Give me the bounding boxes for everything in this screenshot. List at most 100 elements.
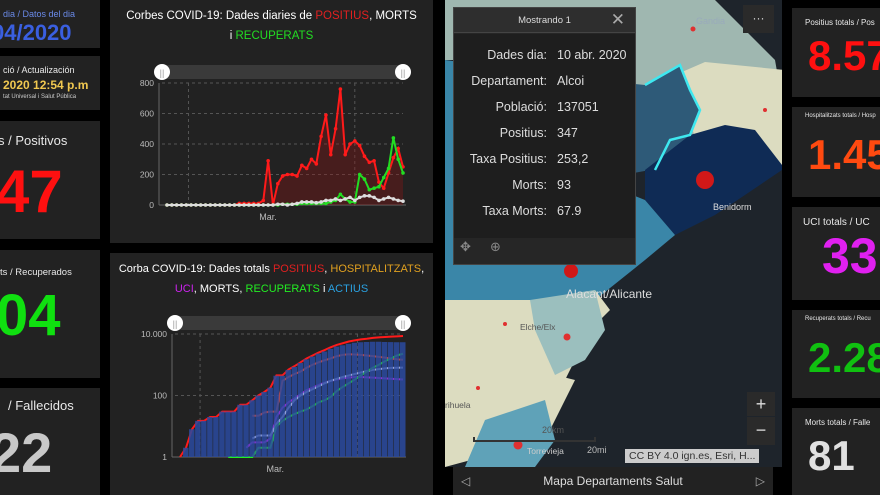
place-label: rihuela xyxy=(445,400,471,410)
data-point-morts xyxy=(179,203,184,207)
data-point-recuperats xyxy=(367,187,372,192)
data-point-positius xyxy=(275,181,280,186)
place-label: Elche/Elx xyxy=(520,322,556,332)
data-point-morts xyxy=(300,200,304,204)
bar-actius xyxy=(309,356,316,457)
card-label: Positius totals / Pos xyxy=(805,18,875,27)
range-slider-handle xyxy=(395,64,411,80)
popup-title: Mostrando 1 xyxy=(454,8,635,33)
data-point-positius xyxy=(381,186,386,191)
data-point-morts xyxy=(218,203,222,207)
bar-actius xyxy=(303,359,310,457)
data-point-morts xyxy=(377,198,381,203)
range-slider-handle xyxy=(395,315,411,331)
bar-actius xyxy=(201,420,207,457)
data-point-morts xyxy=(295,201,299,206)
card-label: Recuperats totals / Recu xyxy=(805,316,871,322)
data-point-morts xyxy=(242,203,246,207)
data-point-morts xyxy=(165,203,169,207)
data-point-morts xyxy=(256,203,261,207)
data-point-positius xyxy=(266,158,270,163)
card-value: 22 xyxy=(0,421,53,484)
data-point-morts xyxy=(401,199,405,203)
data-point-positius xyxy=(261,198,266,203)
field-value: 347 xyxy=(557,126,578,140)
bar-actius xyxy=(225,411,231,457)
data-point-morts xyxy=(372,195,376,200)
data-point-morts xyxy=(319,200,323,204)
pan-icon[interactable]: ✥ xyxy=(460,239,471,254)
bar-actius xyxy=(279,375,285,457)
bar-actius xyxy=(321,351,328,457)
range-slider-track xyxy=(162,65,408,79)
bar-actius xyxy=(189,429,195,457)
bar-actius xyxy=(231,411,237,457)
bar-actius xyxy=(357,342,364,457)
data-point-morts xyxy=(324,198,328,203)
bar-actius xyxy=(345,343,352,457)
data-point-positius xyxy=(357,143,362,148)
field-value: 93 xyxy=(557,178,571,192)
card-morts: Morts totals / Falle 81 xyxy=(792,408,880,495)
data-point-morts xyxy=(237,203,242,207)
data-point-morts xyxy=(343,197,348,201)
attribution[interactable]: CC BY 4.0 ign.es, Esri, H... xyxy=(625,449,760,463)
y-tick-label: 800 xyxy=(140,78,154,88)
card-label: ció / Actualización xyxy=(3,65,75,75)
card-positius: Positius totals / Pos 8.57 xyxy=(792,8,880,97)
data-point-morts xyxy=(271,203,275,207)
daily-chart: || || 800 600 400 200 0 Mar. xyxy=(140,64,411,222)
data-point-positius xyxy=(372,158,376,163)
data-point-recuperats xyxy=(372,186,376,191)
close-icon[interactable]: ✕ xyxy=(610,10,625,29)
prev-arrow-icon[interactable]: ◁ xyxy=(461,474,471,488)
data-point-positius xyxy=(396,146,400,151)
card-value: 1.45 xyxy=(808,131,880,178)
data-point-positius xyxy=(285,172,290,177)
bar-actius xyxy=(297,362,304,457)
bar-actius xyxy=(393,342,400,457)
data-point-morts xyxy=(203,203,208,207)
bar-actius xyxy=(255,395,261,457)
card-recuperados: ts / Recuperados 04 xyxy=(0,250,100,378)
range-slider-handle xyxy=(154,64,170,80)
data-point-morts xyxy=(198,203,203,207)
zoom-in-button[interactable]: + xyxy=(747,392,775,416)
field-value: Alcoi xyxy=(557,74,585,88)
field-value: 10 abr. 2020 xyxy=(557,48,627,62)
data-point-positius xyxy=(314,162,319,166)
card-hospitalitzats: Hospitalitzats totals / Hosp 1.45 xyxy=(792,107,880,197)
data-point-positius xyxy=(362,154,367,158)
data-point-morts xyxy=(333,197,338,201)
data-point-recuperats xyxy=(401,171,405,175)
bar-actius xyxy=(261,391,267,457)
data-point-recuperats xyxy=(381,175,386,180)
more-options-button[interactable]: ··· xyxy=(743,5,774,33)
data-point-positius xyxy=(304,166,309,171)
data-point-recuperats xyxy=(386,166,391,171)
card-update: ció / Actualización 2020 12:54 p.m tat U… xyxy=(0,56,100,110)
x-tick-label: Mar. xyxy=(259,212,277,222)
data-point-positius xyxy=(295,174,299,178)
data-point-positius xyxy=(348,142,352,146)
data-point-morts xyxy=(227,203,232,207)
y-tick-label: 200 xyxy=(140,170,154,180)
bar-actius xyxy=(381,341,388,457)
field-value: 253,2 xyxy=(557,152,589,166)
data-point-morts xyxy=(251,203,256,207)
next-arrow-icon[interactable]: ▷ xyxy=(755,474,765,488)
zoom-to-icon[interactable]: ⊕ xyxy=(490,239,501,254)
scale-km: 20km xyxy=(542,425,565,435)
data-point-morts xyxy=(338,198,343,203)
data-point-morts xyxy=(266,203,270,207)
handle-grip: || xyxy=(401,68,406,78)
data-point-morts xyxy=(348,195,352,200)
zoom-out-button[interactable]: − xyxy=(747,417,775,445)
card-label: s / Positivos xyxy=(0,133,68,148)
data-point-recuperats xyxy=(362,177,367,181)
data-point-morts xyxy=(247,203,251,207)
card-value: 8.57 xyxy=(808,32,880,79)
data-point-positius xyxy=(333,126,338,131)
map-footer: ◁ Mapa Departaments Salut ▷ xyxy=(453,467,773,495)
data-point-morts xyxy=(232,203,237,207)
